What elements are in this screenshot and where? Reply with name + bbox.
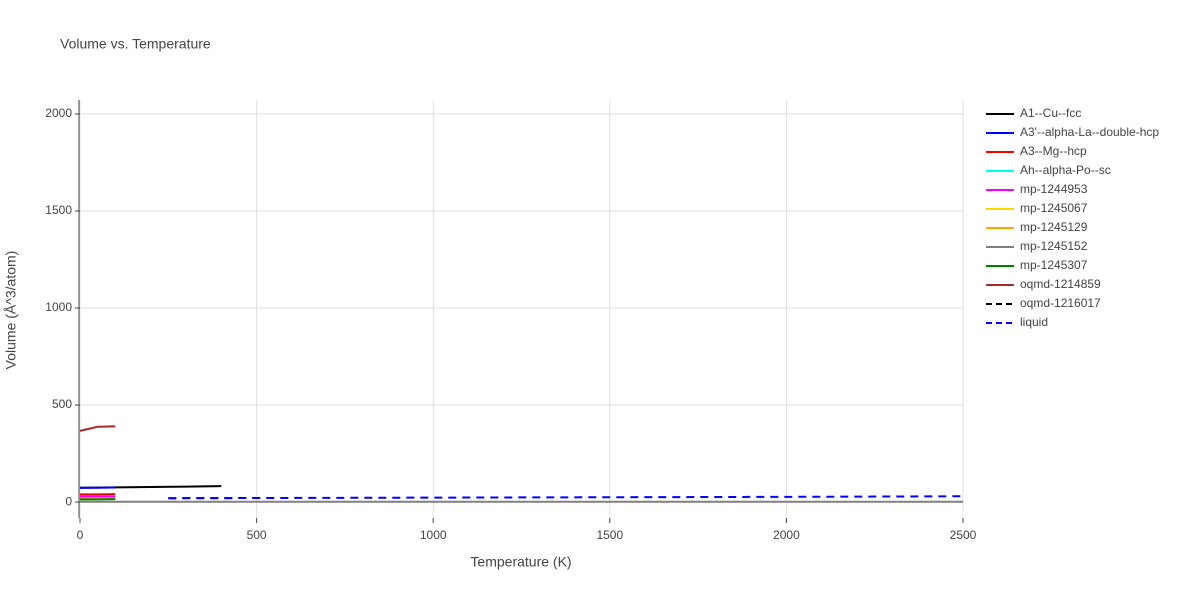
x-tick-label: 1500 <box>596 528 623 542</box>
legend-label: liquid <box>1020 315 1048 329</box>
legend-label: mp-1245129 <box>1020 220 1088 234</box>
x-tick-label: 2500 <box>950 528 977 542</box>
legend-label: mp-1244953 <box>1020 182 1088 196</box>
legend-label: oqmd-1214859 <box>1020 277 1101 291</box>
y-axis-title: Volume (Å^3/atom) <box>3 251 19 370</box>
x-tick-label: 1000 <box>420 528 447 542</box>
x-tick-label: 2000 <box>773 528 800 542</box>
series-line <box>79 425 116 432</box>
chart-title: Volume vs. Temperature <box>60 36 211 52</box>
legend-label: Ah--alpha-Po--sc <box>1020 163 1111 177</box>
legend-label: A3--Mg--hcp <box>1020 144 1087 158</box>
legend-label: mp-1245152 <box>1020 239 1088 253</box>
y-tick-label: 0 <box>65 494 72 508</box>
y-tick-label: 2000 <box>45 106 72 120</box>
legend-label: A1--Cu--fcc <box>1020 106 1081 120</box>
legend-label: mp-1245307 <box>1020 258 1088 272</box>
x-tick-label: 0 <box>77 528 84 542</box>
x-axis-title: Temperature (K) <box>470 554 571 570</box>
x-tick-label: 500 <box>247 528 267 542</box>
y-tick-label: 1000 <box>45 300 72 314</box>
legend-label: mp-1245067 <box>1020 201 1088 215</box>
legend-label: A3'--alpha-La--double-hcp <box>1020 125 1159 139</box>
y-tick-label: 500 <box>52 397 72 411</box>
series-line <box>168 495 964 500</box>
legend-label: oqmd-1216017 <box>1020 296 1101 310</box>
y-tick-label: 1500 <box>45 203 72 217</box>
